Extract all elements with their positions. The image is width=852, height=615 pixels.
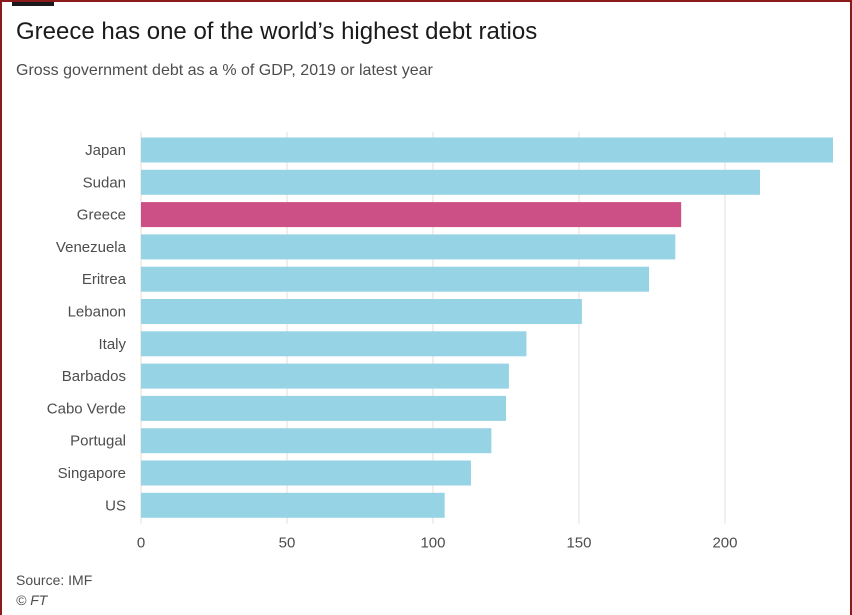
grid-layer [140,131,726,524]
category-label: Sudan [83,174,126,191]
tick-label-layer: 0 50 100 150 200 [137,534,738,551]
category-label: Japan [85,142,126,159]
bar-singapore [141,460,471,486]
category-label: Lebanon [68,304,126,321]
bar-venezuela [141,234,676,260]
source-note: Source: IMF [16,572,93,588]
chart-title: Greece has one of the world’s highest de… [16,18,538,45]
x-tick-label: 200 [712,534,737,551]
category-label: US [105,497,126,514]
bar-greece [141,202,682,228]
category-label-layer: Japan Sudan Greece Venezuela Eritrea Lebanon I… [47,142,127,514]
bar-layer [141,137,833,518]
x-tick-label: 0 [137,534,145,551]
title-accent-bar [12,2,54,6]
x-tick-label: 50 [279,534,296,551]
bar-barbados [141,363,509,389]
category-label: Portugal [70,433,126,450]
category-label: Eritrea [82,271,127,288]
category-label: Barbados [62,368,126,385]
chart-subtitle: Gross government debt as a % of GDP, 201… [16,62,433,79]
category-label: Singapore [58,465,126,482]
x-tick-label: 100 [420,534,445,551]
bar-japan [141,137,833,163]
category-label: Cabo Verde [47,400,126,417]
x-tick-label: 150 [566,534,591,551]
bar-cabo-verde [141,395,506,421]
category-label: Italy [98,336,126,353]
bar-lebanon [141,299,582,324]
bar-eritrea [141,266,650,292]
category-label: Greece [77,207,126,224]
bar-portugal [141,428,492,454]
bar-us [141,492,445,518]
bar-sudan [141,169,761,195]
bar-italy [141,331,527,357]
copyright-note: © FT [16,592,48,608]
category-label: Venezuela [56,239,127,256]
